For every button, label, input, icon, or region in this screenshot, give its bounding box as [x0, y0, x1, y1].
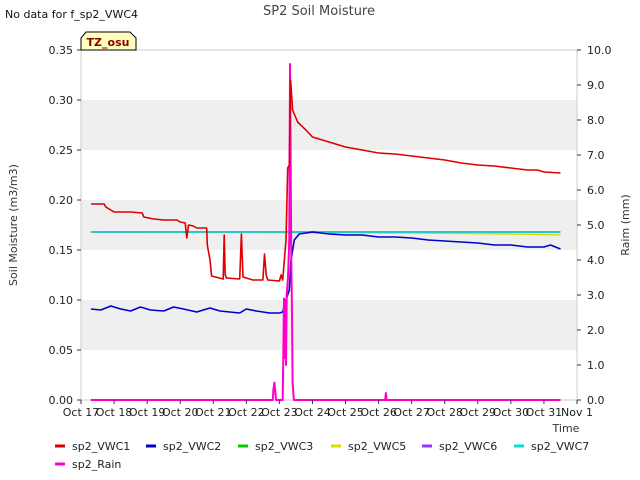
x-tick-label: Oct 26 [360, 406, 397, 419]
legend-label: sp2_VWC3 [255, 440, 313, 453]
y-tick-label: 0.10 [49, 294, 74, 307]
y2-tick-label: 7.0 [587, 149, 605, 162]
x-tick-label: Oct 23 [261, 406, 298, 419]
legend-label: sp2_VWC7 [531, 440, 589, 453]
x-tick-label: Oct 21 [195, 406, 232, 419]
y-tick-label: 0.15 [49, 244, 74, 257]
legend-item: sp2_VWC1 [55, 440, 130, 453]
x-tick-label: Oct 25 [327, 406, 364, 419]
x-tick-label: Oct 31 [526, 406, 563, 419]
y-axis-label: Soil Moisture (m3/m3) [7, 164, 20, 286]
y-tick-label: 0.00 [49, 394, 74, 407]
legend: sp2_VWC1 sp2_VWC2 sp2_VWC3 sp2_VWC5 sp2_VWC6… [55, 440, 589, 471]
y-tick-label: 0.25 [49, 144, 74, 157]
legend-label: sp2_VWC1 [72, 440, 130, 453]
grid-band [81, 200, 577, 250]
legend-item: sp2_VWC7 [514, 440, 589, 453]
legend-item: sp2_VWC3 [238, 440, 313, 453]
no-data-note: No data for f_sp2_VWC4 [5, 8, 138, 21]
x-tick-label: Oct 30 [493, 406, 530, 419]
x-tick-label: Oct 28 [426, 406, 463, 419]
y2-tick-label: 10.0 [587, 44, 612, 57]
chart-title: SP2 Soil Moisture [263, 4, 375, 19]
legend-item: sp2_VWC5 [331, 440, 406, 453]
series-line-sp2-rain [90, 63, 561, 401]
y2-tick-label: 6.0 [587, 184, 605, 197]
x-tick-label: Nov 1 [561, 406, 593, 419]
grid-band [81, 300, 577, 350]
y2-tick-label: 8.0 [587, 114, 605, 127]
y2-tick-label: 5.0 [587, 219, 605, 232]
y-tick-label: 0.35 [49, 44, 74, 57]
y2-tick-label: 0.0 [587, 394, 605, 407]
legend-label: sp2_VWC6 [439, 440, 497, 453]
y-tick-label: 0.05 [49, 344, 74, 357]
legend-label: sp2_Rain [72, 458, 121, 471]
x-tick-label: Oct 24 [294, 406, 331, 419]
legend-label: sp2_VWC2 [163, 440, 221, 453]
y-tick-label: 0.20 [49, 194, 74, 207]
legend-item: sp2_Rain [55, 458, 121, 471]
y2-tick-label: 1.0 [587, 359, 605, 372]
legend-label: sp2_VWC5 [348, 440, 406, 453]
y2-tick-label: 9.0 [587, 79, 605, 92]
x-tick-label: Oct 22 [228, 406, 265, 419]
x-tick-label: Oct 20 [162, 406, 199, 419]
grid-bands [81, 100, 577, 350]
y2-axis-label: Raim (mm) [619, 194, 632, 255]
x-tick-label: Oct 27 [393, 406, 430, 419]
x-tick-label: Oct 29 [460, 406, 497, 419]
x-tick-label: Oct 18 [96, 406, 133, 419]
timezone-badge: TZ_osu [80, 31, 137, 51]
series-line-sp2-vwc2 [90, 231, 561, 314]
y2-tick-label: 3.0 [587, 289, 605, 302]
timezone-badge-label: TZ_osu [87, 36, 130, 49]
series-layer [90, 63, 561, 401]
x-tick-label: Oct 17 [63, 406, 100, 419]
y2-tick-label: 4.0 [587, 254, 605, 267]
x-axis-label: Time [552, 422, 580, 435]
series-line-sp2-vwc1 [90, 79, 561, 282]
legend-item: sp2_VWC2 [146, 440, 221, 453]
x-tick-label: Oct 19 [129, 406, 166, 419]
y-tick-label: 0.30 [49, 94, 74, 107]
legend-item: sp2_VWC6 [422, 440, 497, 453]
y2-tick-label: 2.0 [587, 324, 605, 337]
